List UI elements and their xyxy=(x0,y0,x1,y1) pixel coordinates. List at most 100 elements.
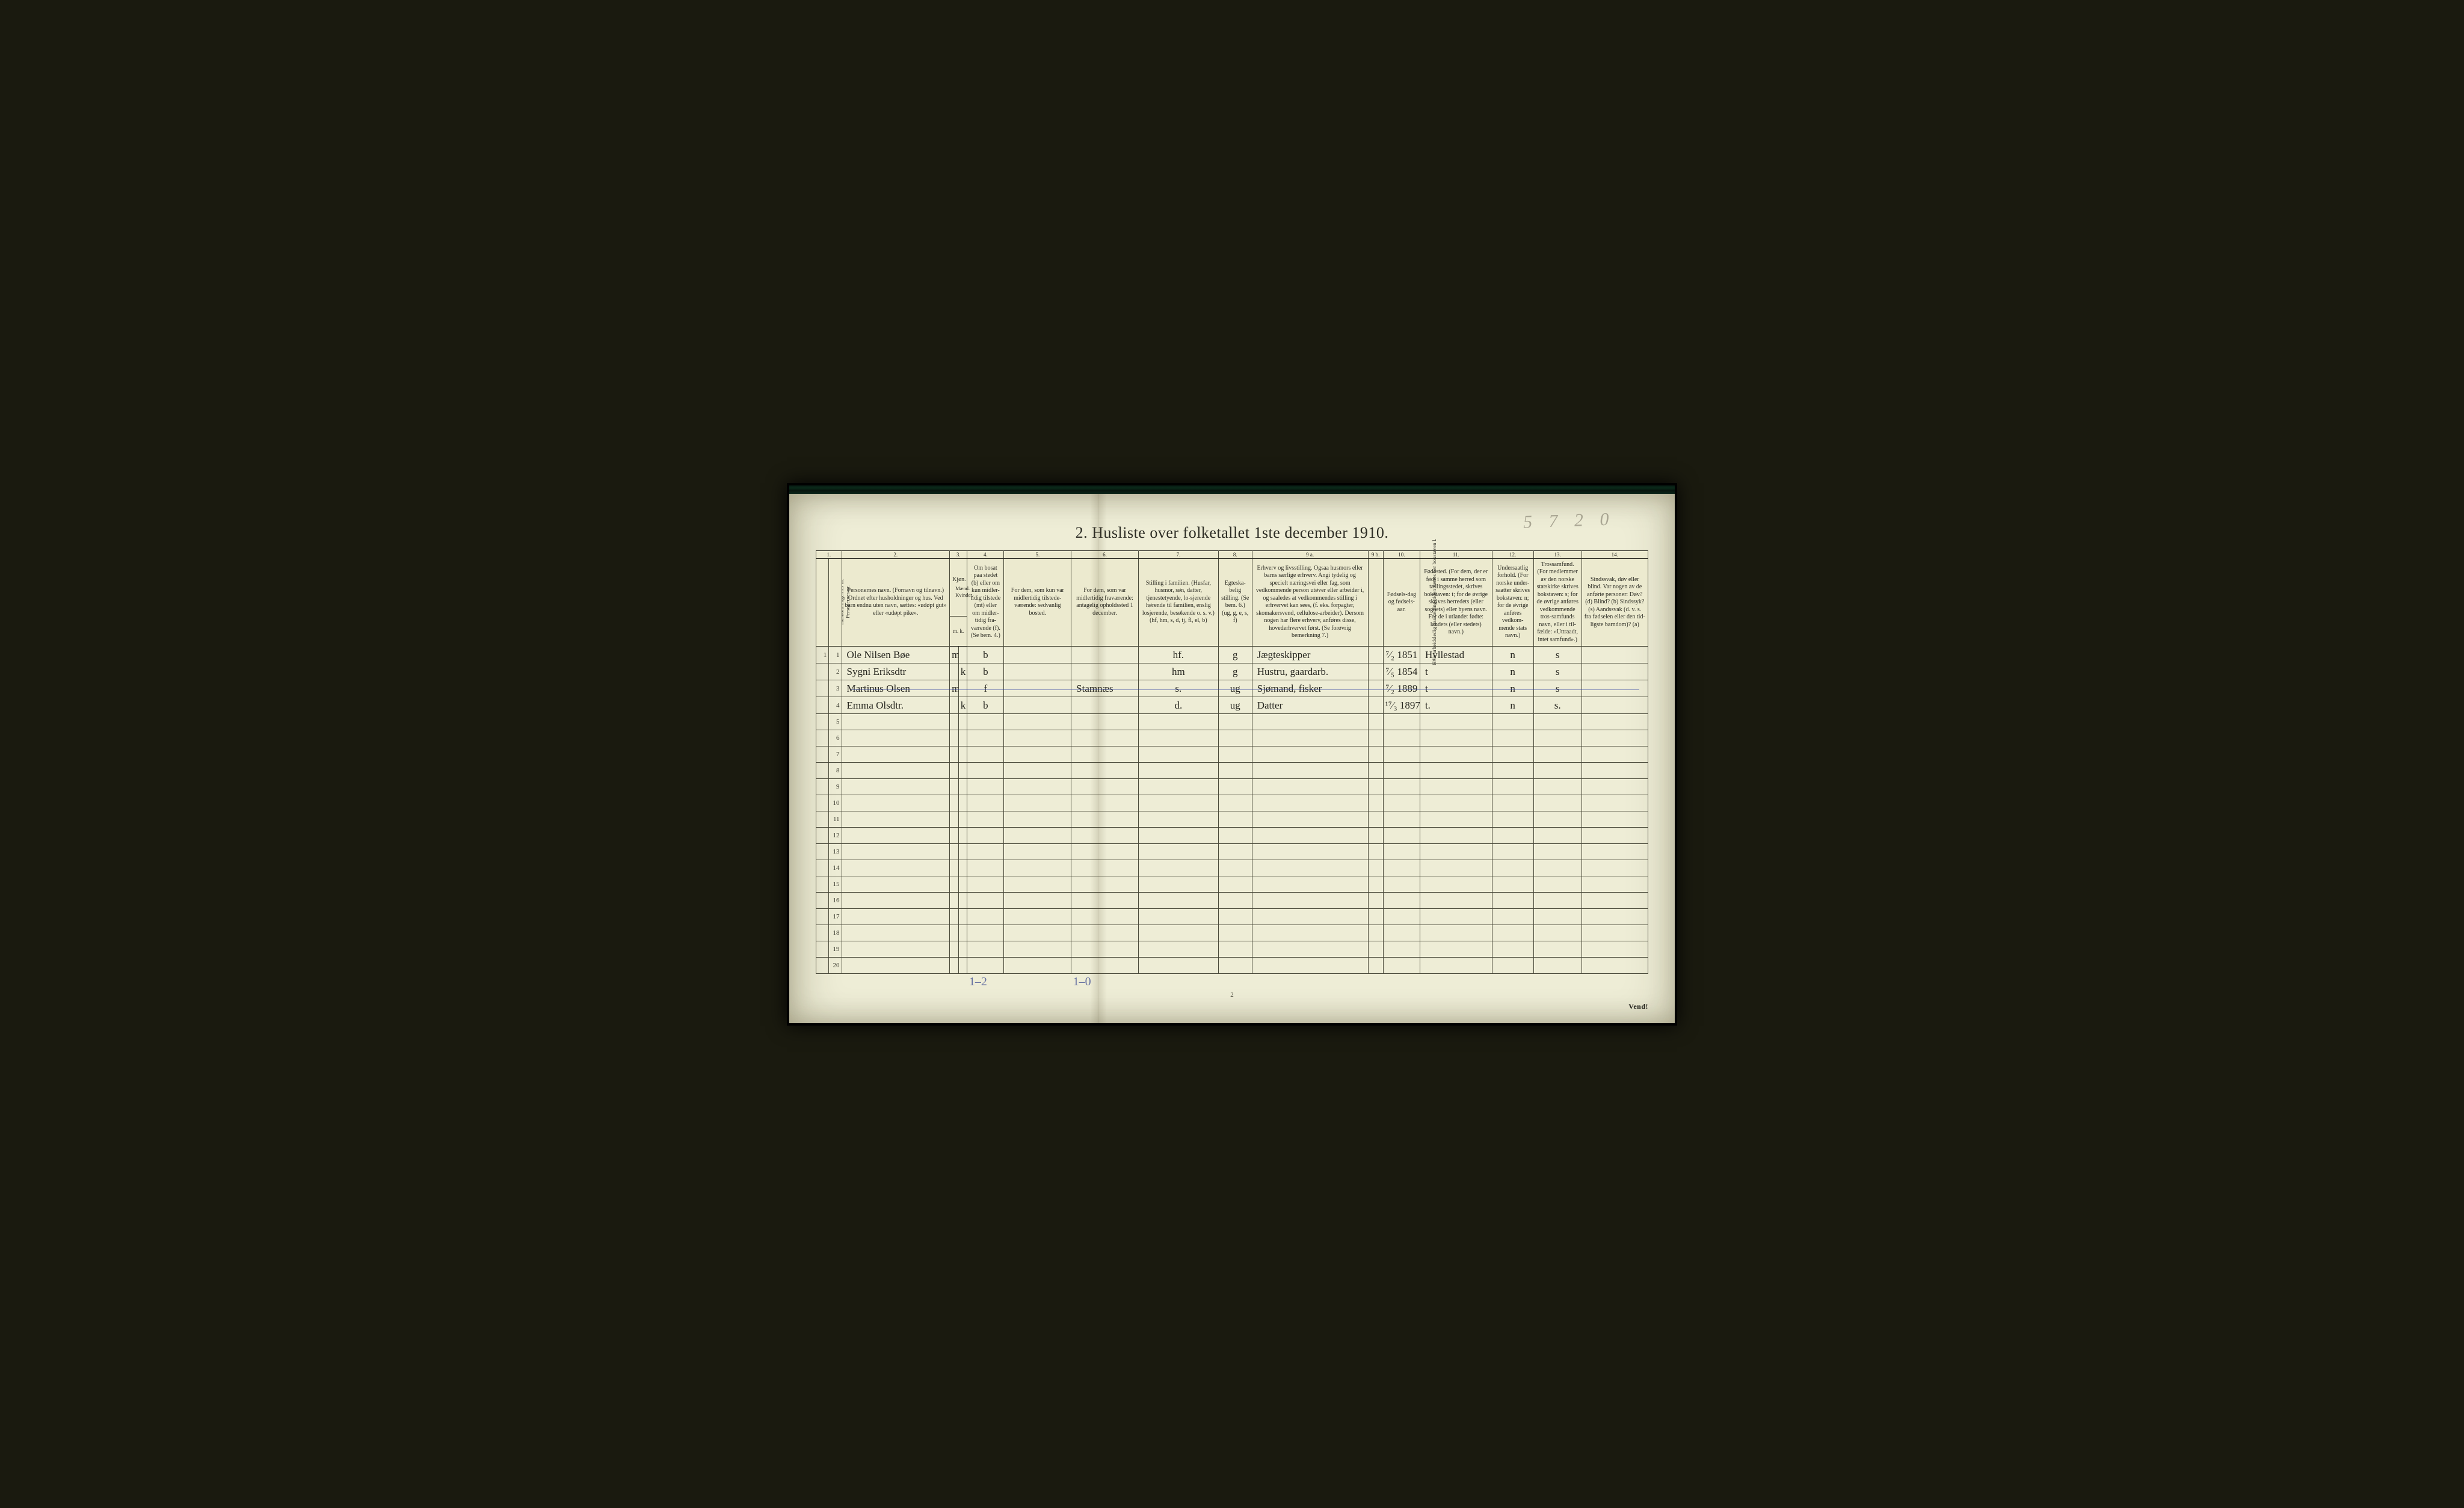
cell-fsted xyxy=(1420,860,1492,876)
cell-egte xyxy=(1218,893,1252,909)
cell-fdato xyxy=(1383,941,1420,958)
cell-svak xyxy=(1582,779,1648,795)
cell-svak xyxy=(1582,697,1648,714)
cell-und xyxy=(1492,941,1533,958)
cell-bosat xyxy=(967,714,1004,730)
cell-hh xyxy=(816,795,829,811)
cell-hh xyxy=(816,746,829,763)
cell-mt_sted xyxy=(1004,958,1071,974)
cell-mt_sted xyxy=(1004,909,1071,925)
hdr-kjon-mk: m. k. xyxy=(950,616,967,647)
cell-sex_m xyxy=(950,828,959,844)
cell-sex_k xyxy=(958,647,967,663)
cell-svak xyxy=(1582,680,1648,697)
cell-pn: 10 xyxy=(829,795,842,811)
cell-name xyxy=(842,860,950,876)
cell-und xyxy=(1492,844,1533,860)
cell-fsted xyxy=(1420,958,1492,974)
cell-mt_sted xyxy=(1004,860,1071,876)
cell-hh xyxy=(816,925,829,941)
colnum-8: 8. xyxy=(1218,550,1252,558)
cell-svak xyxy=(1582,958,1648,974)
cell-erhverv: Sjømand, fisker xyxy=(1252,680,1368,697)
cell-fam xyxy=(1138,746,1218,763)
cell-pn: 1 xyxy=(829,647,842,663)
cell-und xyxy=(1492,795,1533,811)
cell-mt_sted xyxy=(1004,714,1071,730)
cell-sex_m xyxy=(950,958,959,974)
colnum-4: 4. xyxy=(967,550,1004,558)
cell-fsted xyxy=(1420,763,1492,779)
cell-egte xyxy=(1218,779,1252,795)
cell-egte xyxy=(1218,746,1252,763)
cell-und xyxy=(1492,779,1533,795)
cell-und xyxy=(1492,925,1533,941)
cell-svak xyxy=(1582,844,1648,860)
cell-sex_m xyxy=(950,893,959,909)
cell-bosat: b xyxy=(967,663,1004,680)
table-row: 3Martinus OlsenmfStamnæss.ugSjømand, fis… xyxy=(816,680,1648,697)
cell-tros xyxy=(1533,746,1582,763)
cell-svak xyxy=(1582,647,1648,663)
colnum-7: 7. xyxy=(1138,550,1218,558)
cell-svak xyxy=(1582,663,1648,680)
cell-tros: s xyxy=(1533,647,1582,663)
cell-fam xyxy=(1138,763,1218,779)
cell-ledig xyxy=(1368,714,1383,730)
cell-f_sted xyxy=(1071,697,1139,714)
cell-erhverv xyxy=(1252,909,1368,925)
cell-ledig xyxy=(1368,779,1383,795)
cell-bosat xyxy=(967,746,1004,763)
cell-fsted: t xyxy=(1420,680,1492,697)
cell-hh xyxy=(816,860,829,876)
cell-pn: 9 xyxy=(829,779,842,795)
cell-tros xyxy=(1533,941,1582,958)
cell-sex_k xyxy=(958,746,967,763)
cell-mt_sted xyxy=(1004,828,1071,844)
cell-ledig xyxy=(1368,909,1383,925)
table-row: 4Emma Olsdtr.kbd.ugDatter¹⁷⁄₃ 1897t.ns. xyxy=(816,697,1648,714)
cell-und: n xyxy=(1492,697,1533,714)
cell-f_sted xyxy=(1071,730,1139,746)
cell-hh xyxy=(816,779,829,795)
cell-sex_k xyxy=(958,828,967,844)
cell-bosat xyxy=(967,763,1004,779)
cell-name xyxy=(842,876,950,893)
cell-sex_m xyxy=(950,811,959,828)
cell-fam xyxy=(1138,958,1218,974)
colnum-3: 3. xyxy=(950,550,967,558)
cell-bosat xyxy=(967,828,1004,844)
document-page: 5 7 2 0 2. Husliste over folketallet 1st… xyxy=(789,494,1675,1023)
cell-bosat xyxy=(967,958,1004,974)
cell-sex_k xyxy=(958,958,967,974)
cell-fdato xyxy=(1383,828,1420,844)
cell-sex_m xyxy=(950,925,959,941)
cell-fam xyxy=(1138,844,1218,860)
cell-egte xyxy=(1218,730,1252,746)
cell-hh xyxy=(816,697,829,714)
cell-mt_sted xyxy=(1004,925,1071,941)
cell-pn: 8 xyxy=(829,763,842,779)
cell-pn: 2 xyxy=(829,663,842,680)
cell-egte: g xyxy=(1218,663,1252,680)
cell-und xyxy=(1492,958,1533,974)
cell-mt_sted xyxy=(1004,941,1071,958)
cell-pn: 16 xyxy=(829,893,842,909)
cell-name xyxy=(842,844,950,860)
cell-fam xyxy=(1138,714,1218,730)
cell-name: Ole Nilsen Bøe xyxy=(842,647,950,663)
pencil-tally-row: 1–21–0 xyxy=(816,974,1648,990)
cell-svak xyxy=(1582,714,1648,730)
cell-mt_sted xyxy=(1004,730,1071,746)
cell-sex_k xyxy=(958,763,967,779)
hdr-husholdning-nr: Husholdningernes nr. xyxy=(816,558,829,647)
cell-sex_k xyxy=(958,941,967,958)
cell-bosat xyxy=(967,941,1004,958)
cell-name xyxy=(842,795,950,811)
cell-fdato xyxy=(1383,909,1420,925)
cell-erhverv xyxy=(1252,941,1368,958)
cell-name xyxy=(842,811,950,828)
cell-svak xyxy=(1582,811,1648,828)
cell-fsted: t. xyxy=(1420,697,1492,714)
cell-fsted xyxy=(1420,779,1492,795)
